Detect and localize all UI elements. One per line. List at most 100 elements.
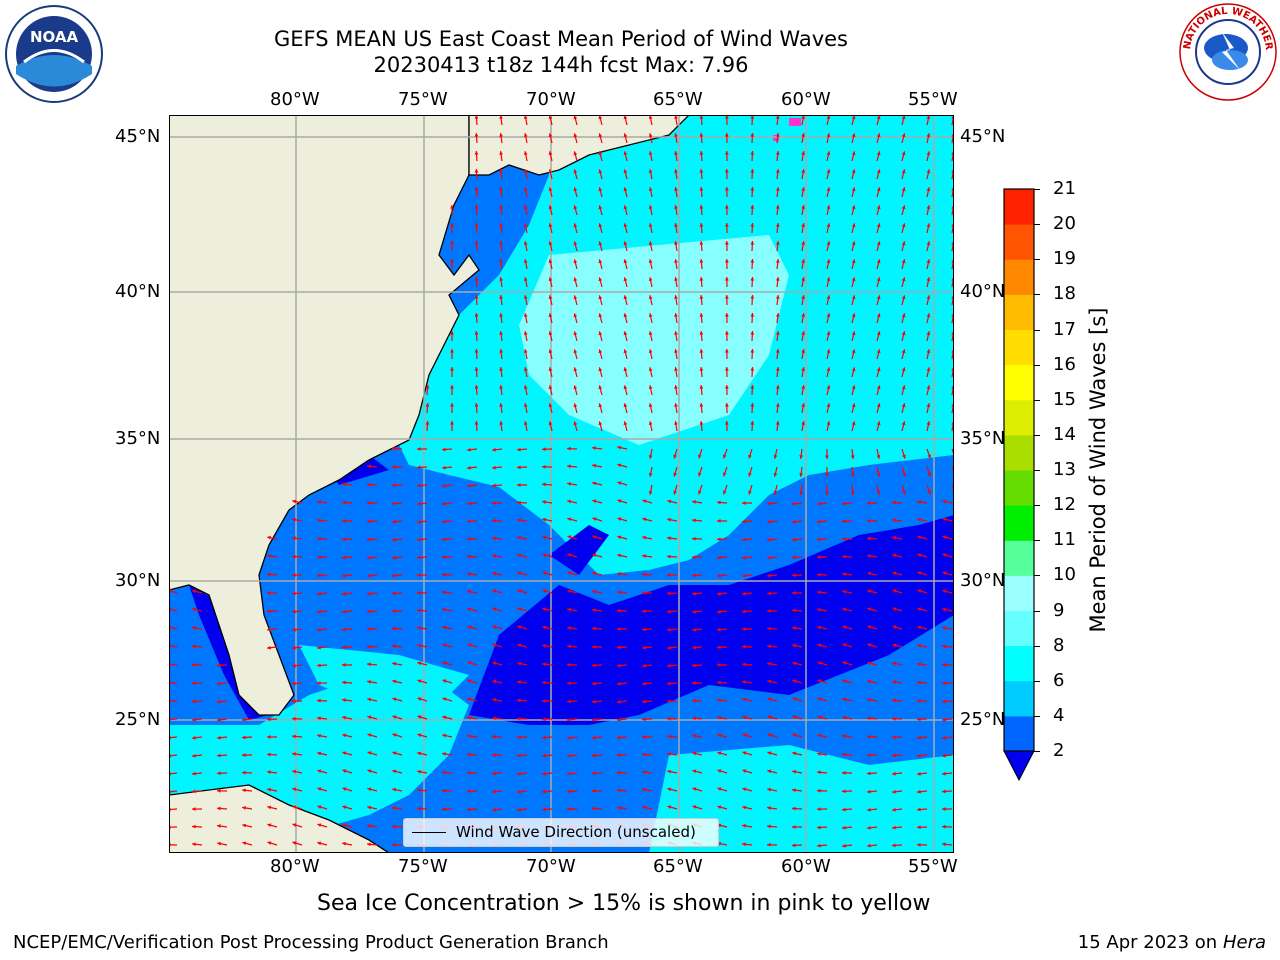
direction-arrow-head [648,223,653,228]
direction-arrow-head [367,482,371,487]
colorbar-block [1004,540,1034,576]
direction-arrow-head [523,331,528,336]
direction-arrow-head [542,643,546,648]
direction-arrow-head [699,421,704,425]
chart-title: GEFS MEAN US East Coast Mean Period of W… [274,27,848,51]
colorbar-block [1004,470,1034,506]
lat-label-left: 40°N [115,281,161,302]
direction-arrow-head [927,472,931,477]
direction-arrow-head [342,769,347,773]
direction-arrow-head [767,501,771,506]
direction-arrow-head [648,241,653,246]
direction-arrow-head [692,573,696,578]
direction-arrow-head [523,223,528,228]
direction-arrow-head [292,681,296,686]
direction-arrow-head [598,277,603,282]
direction-arrow-head [792,825,796,829]
colorbar-tick-mark [1034,364,1040,366]
direction-arrow-head [598,151,603,156]
direction-arrow-head [767,842,771,847]
direction-arrow-head [942,499,947,504]
direction-arrow-head [926,403,931,408]
direction-arrow-head [926,295,931,300]
direction-arrow-head [942,753,946,758]
direction-arrow-head [902,472,906,477]
direction-arrow-head [692,698,696,703]
direction-arrow-head [942,699,946,704]
direction-arrow-head [267,627,271,632]
direction-arrow-head [598,403,603,408]
direction-arrow-head [367,627,371,632]
direction-arrow-head [699,385,704,389]
direction-arrow-head [567,753,571,758]
direction-arrow-head [542,607,547,612]
direction-arrow-head [892,625,897,630]
direction-arrow-head [642,609,646,614]
direction-arrow-head [742,644,746,649]
colorbar-label: Mean Period of Wind Waves [s] [1086,307,1110,633]
direction-arrow-head [450,331,454,335]
direction-arrow-head [517,680,521,684]
direction-arrow-head [767,591,771,596]
direction-arrow-head [542,464,546,469]
direction-arrow-head [242,770,246,775]
direction-arrow-head [826,259,831,264]
direction-arrow-head [417,501,421,506]
direction-arrow-head [392,842,396,847]
direction-arrow-head [648,454,653,459]
direction-arrow-head [292,699,296,704]
direction-arrow-head [892,753,896,758]
direction-arrow-head [817,752,821,756]
colorbar-tick-label: 4 [1053,704,1065,726]
direction-arrow-head [542,535,547,540]
direction-arrow-head [517,571,522,576]
colorbar-blocks [1004,189,1034,752]
colorbar-tick-label: 19 [1053,248,1076,270]
direction-arrow-head [542,662,546,667]
direction-arrow-head [724,205,729,209]
direction-arrow-head [792,590,796,595]
direction-arrow-head [517,465,521,470]
direction-arrow-head [773,472,778,477]
direction-arrow-head [876,385,881,390]
direction-arrow-head [942,789,946,794]
direction-arrow-head [742,697,747,702]
direction-arrow-head [499,277,504,281]
direction-arrow-head [392,464,396,469]
direction-arrow-head [750,187,755,191]
direction-arrow-head [867,716,871,721]
direction-arrow-head [367,555,371,560]
direction-arrow-head [392,679,397,684]
direction-arrow-head [867,753,871,757]
direction-arrow-head [623,115,628,120]
lon-label-bottom: 70°W [526,856,576,877]
direction-arrow-head [548,241,553,246]
direction-arrow-head [717,555,721,560]
direction-arrow-head [492,589,497,594]
direction-arrow-head [801,331,806,335]
direction-arrow-head [767,609,771,613]
direction-arrow-head [648,331,653,336]
direction-arrow-head [742,787,747,792]
direction-arrow-head [692,769,697,774]
lat-label-right: 45°N [960,126,1006,147]
direction-arrow [169,808,178,811]
direction-arrow-head [667,769,672,774]
direction-arrow-head [902,454,906,459]
direction-arrow-head [851,115,856,120]
direction-arrow-head [367,537,371,542]
land-mass [169,115,480,716]
direction-arrow-head [523,133,528,138]
lon-label-top: 70°W [526,89,576,110]
direction-arrow-head [674,421,678,425]
direction-arrow-head [826,367,831,372]
colorbar-tick-mark [1034,645,1040,647]
direction-arrow-head [598,241,603,246]
direction-arrow-head [742,805,747,810]
direction-arrow-head [699,205,704,209]
direction-arrow-head [467,715,471,720]
direction-arrow-head [648,349,653,354]
direction-arrow-head [801,187,806,191]
direction-arrow-head [942,735,946,740]
direction-arrow-head [292,823,297,827]
